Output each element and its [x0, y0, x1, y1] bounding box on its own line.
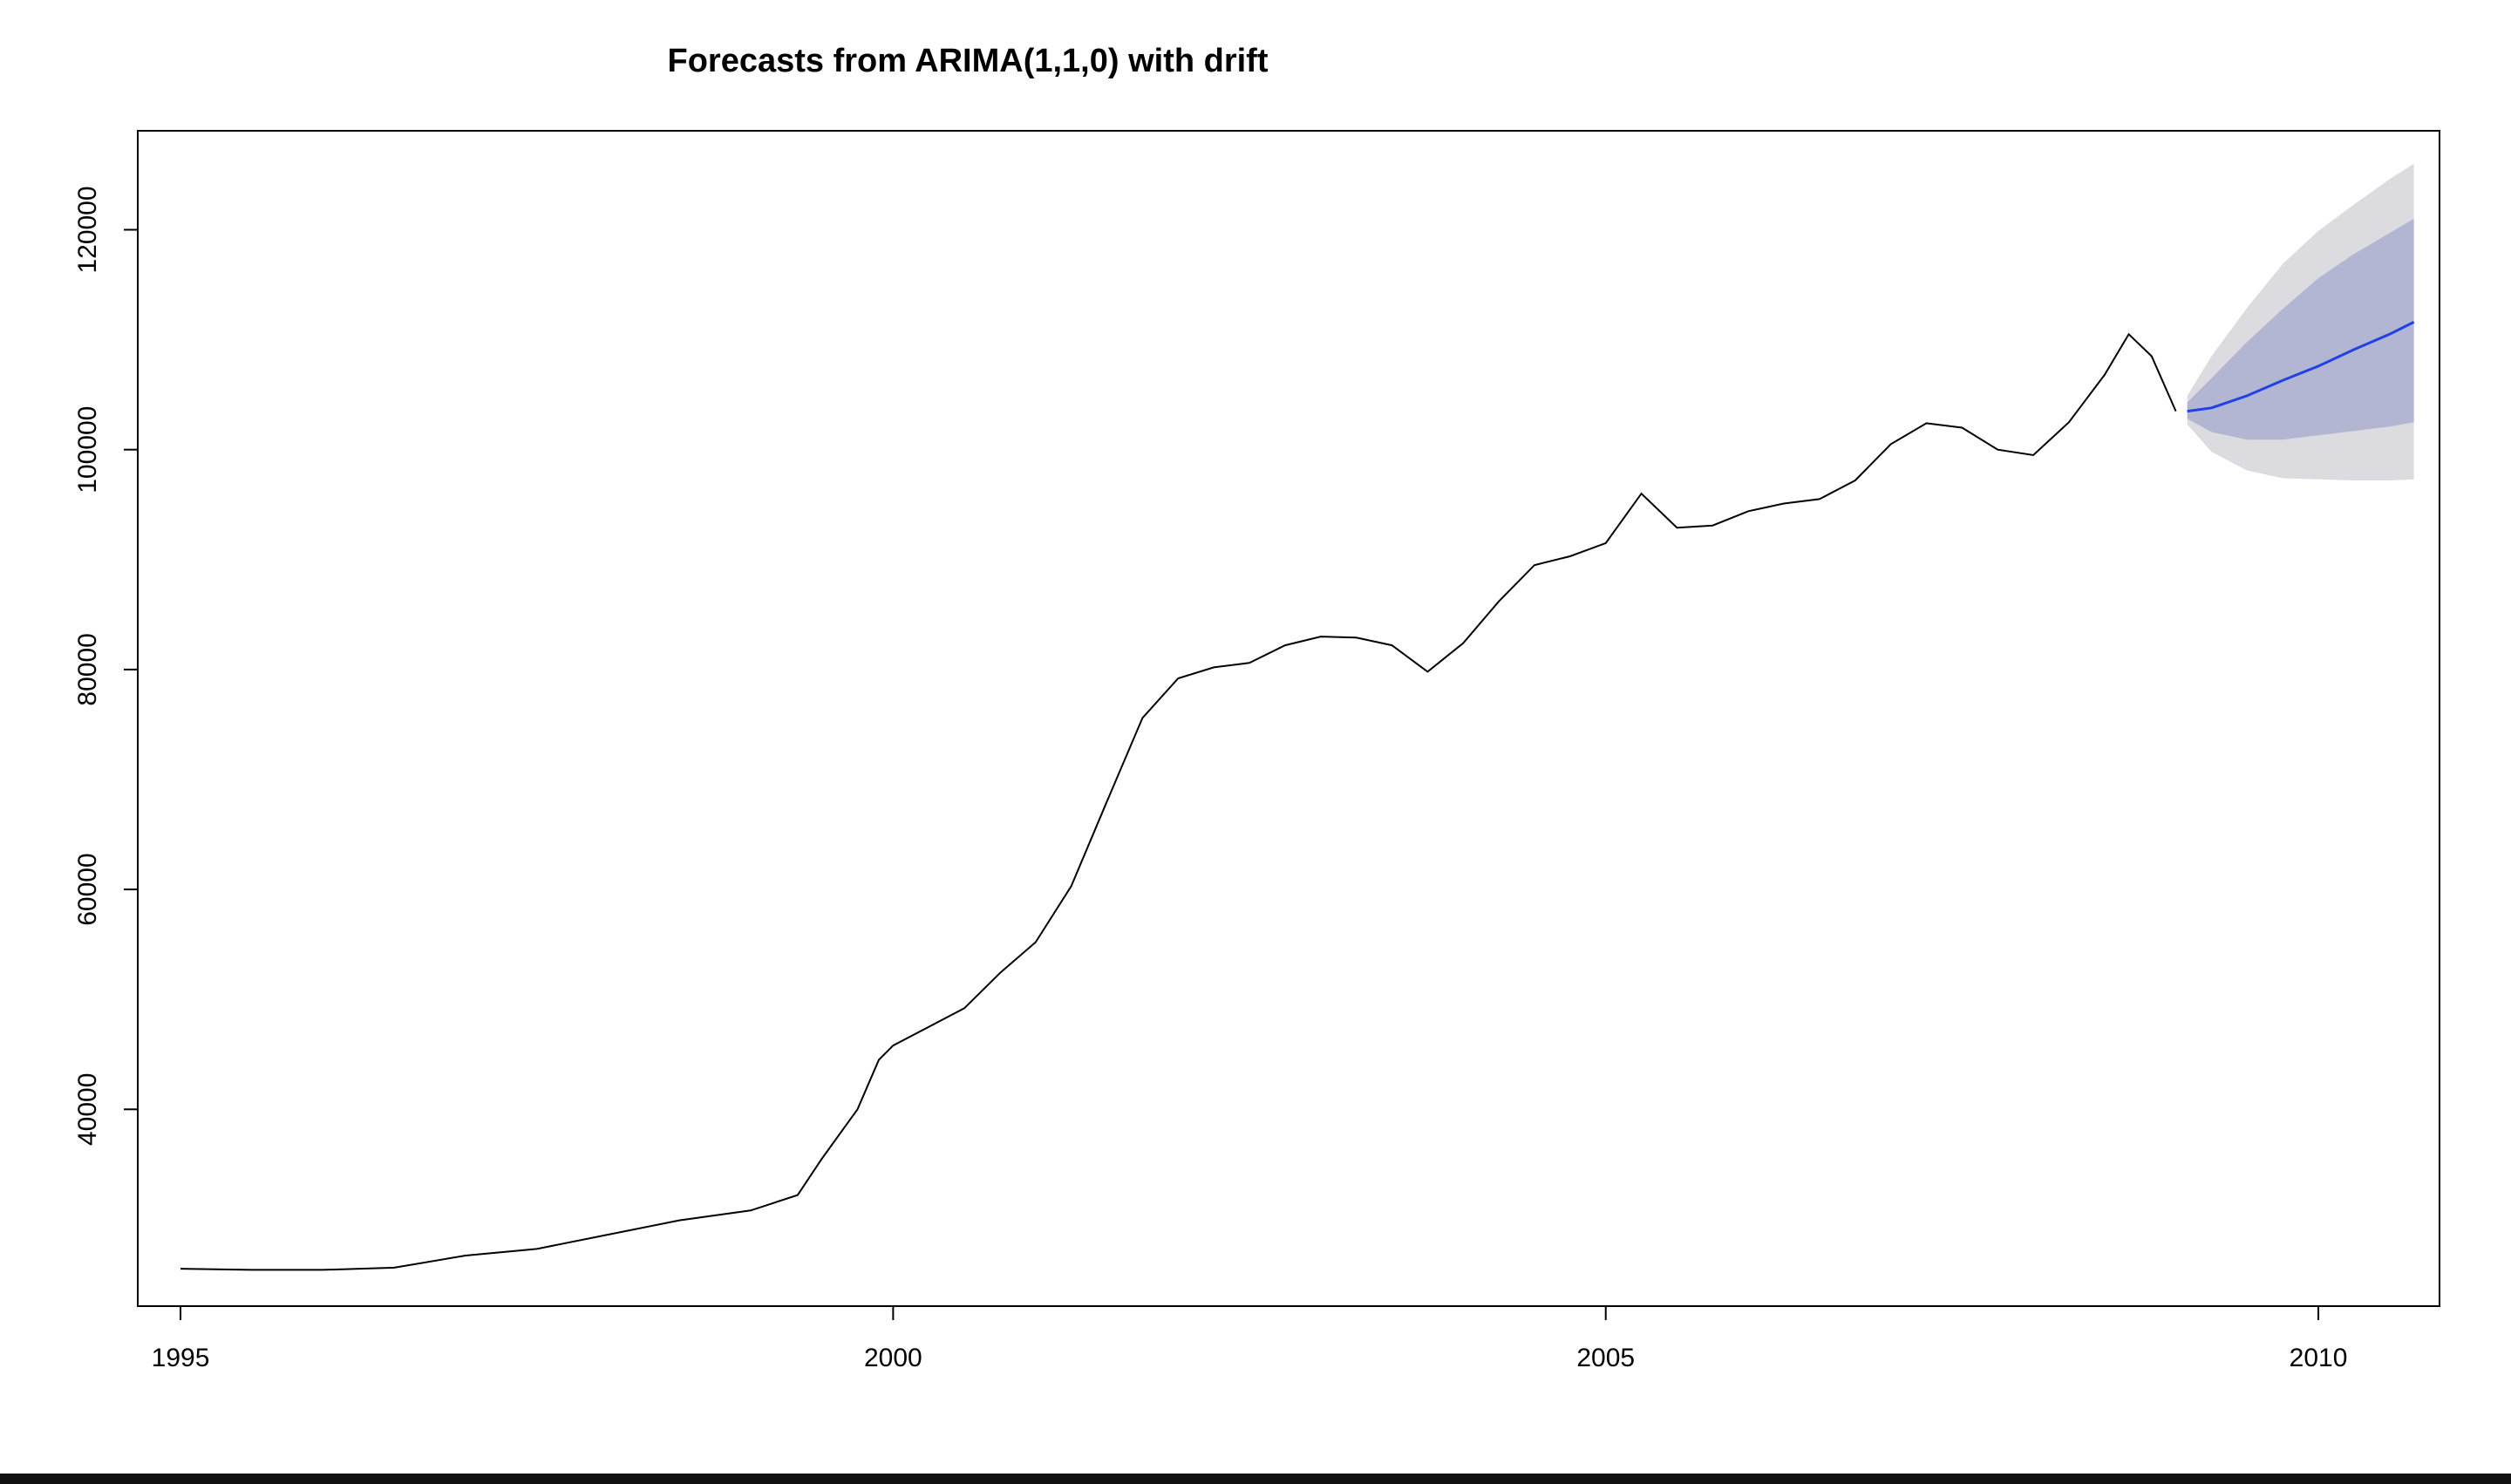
series-layer: [180, 321, 2415, 1271]
y-tick-label: 80000: [73, 633, 102, 705]
window-bottom-edge: [0, 1474, 2511, 1484]
interval-80-band: [2187, 218, 2414, 440]
y-axis: 40000 60000 80000 100000 120000: [73, 186, 139, 1146]
x-tick-label: 2000: [864, 1344, 922, 1372]
y-tick-label: 120000: [73, 186, 102, 273]
y-tick-label: 40000: [73, 1073, 102, 1146]
y-tick-label: 60000: [73, 853, 102, 925]
forecast-mean-line: [2187, 321, 2415, 413]
y-tick-label: 100000: [73, 406, 102, 494]
plot-box: [137, 130, 2440, 1307]
chart-title: Forecasts from ARIMA(1,1,0) with drift: [667, 43, 1268, 79]
x-axis: 1995 2000 2005 2010: [152, 1305, 2348, 1372]
prediction-interval-layer: [2187, 163, 2414, 481]
x-tick-label: 2005: [1576, 1344, 1635, 1372]
x-tick-label: 2010: [2290, 1344, 2348, 1372]
history-line: [180, 332, 2177, 1271]
x-tick-label: 1995: [152, 1344, 210, 1372]
